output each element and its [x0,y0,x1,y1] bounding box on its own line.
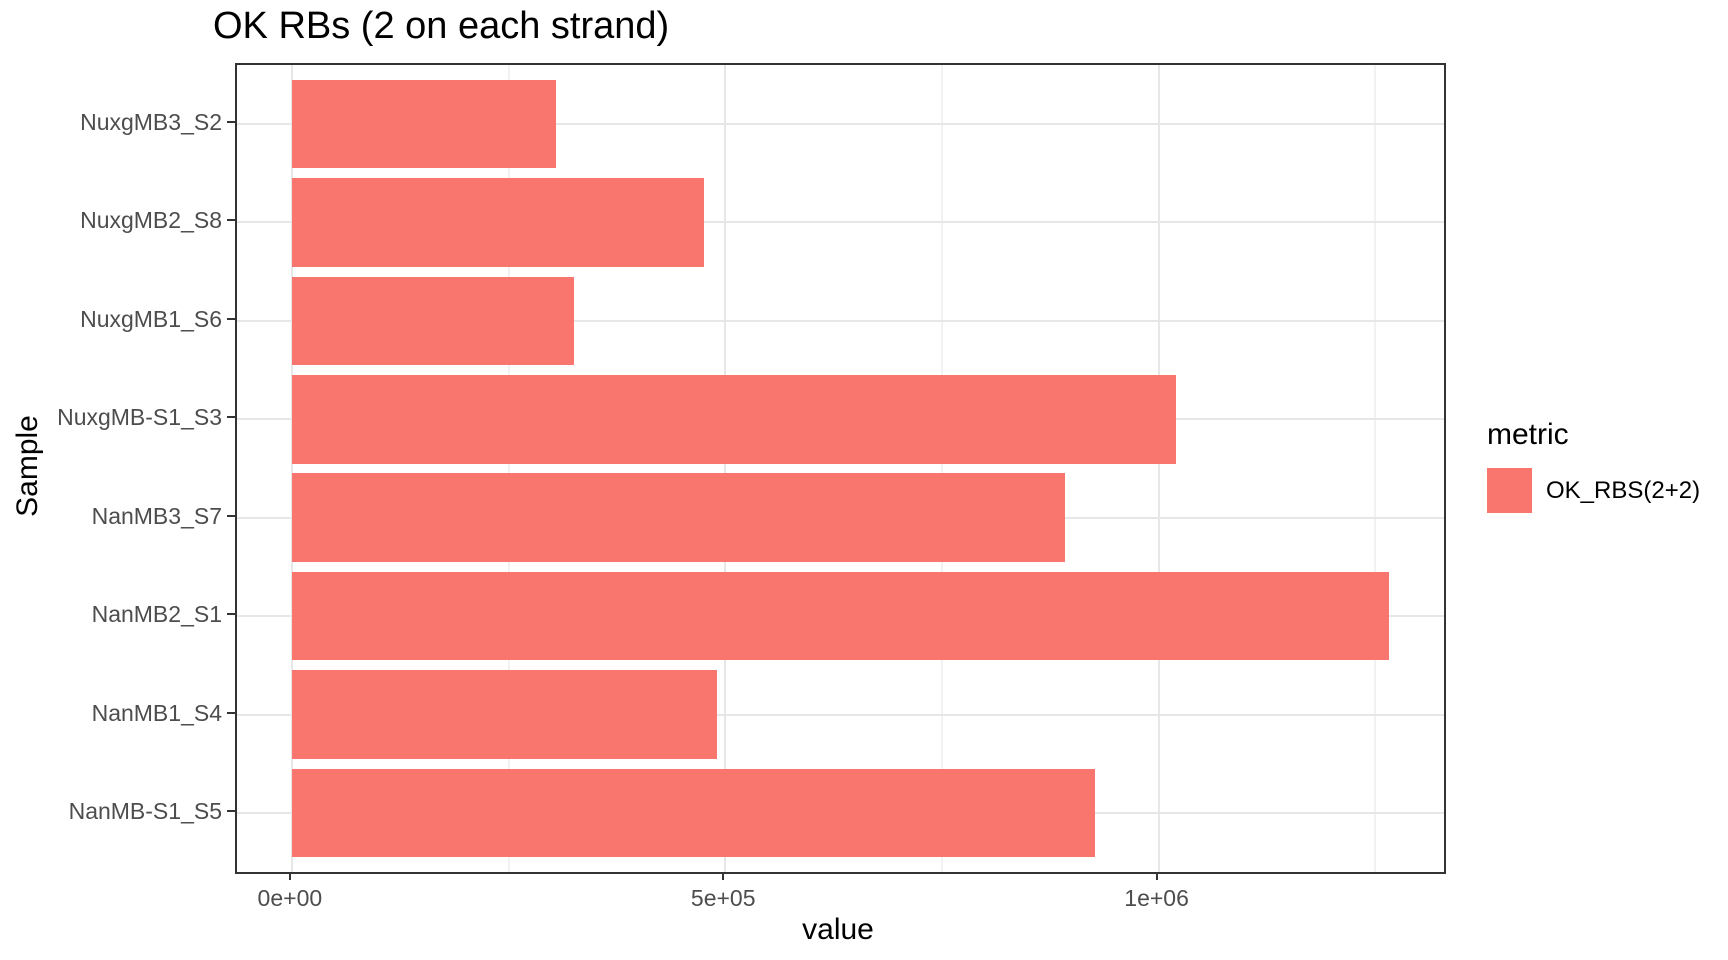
y-tick-label-NuxgMB1_S6: NuxgMB1_S6 [80,305,222,332]
bar-NanMB2_S1 [291,571,1390,661]
x-tick-label-1e+06: 1e+06 [1124,885,1189,911]
y-tick-mark [227,219,235,222]
band-gridline [237,123,1444,126]
band-gridline [237,713,1444,716]
minor-gridline [1374,65,1377,872]
y-tick-mark [227,317,235,320]
bar-NuxgMB2_S8 [291,178,704,267]
legend: metric OK_RBS(2+2) [1487,418,1700,513]
y-tick-mark [227,809,235,812]
bar-NanMB3_S7 [291,473,1065,562]
legend-key-swatch [1487,468,1532,513]
y-tick-mark [227,613,235,616]
y-tick-label-NuxgMB-S1_S3: NuxgMB-S1_S3 [57,404,222,431]
y-tick-mark [227,711,235,714]
chart-title: OK RBs (2 on each strand) [213,5,670,47]
x-axis-title: value [802,913,874,946]
major-gridline [724,65,727,872]
bar-NuxgMB-S1_S3 [291,375,1176,464]
chart-panel [235,63,1446,874]
major-gridline [290,65,293,872]
x-tick-mark [722,872,725,880]
y-tick-label-NuxgMB3_S2: NuxgMB3_S2 [80,109,222,136]
band-gridline [237,319,1444,322]
bar-NuxgMB1_S6 [291,276,574,366]
x-tick-label-0e+00: 0e+00 [257,885,323,911]
major-gridline [1157,65,1160,872]
x-tick-mark [288,872,291,880]
y-tick-mark [227,514,235,517]
y-tick-label-NanMB-S1_S5: NanMB-S1_S5 [68,797,222,824]
y-tick-label-NanMB2_S1: NanMB2_S1 [91,601,222,628]
bar-NuxgMB3_S2 [291,79,557,169]
y-tick-label-NuxgMB2_S8: NuxgMB2_S8 [80,207,222,234]
legend-title: metric [1487,418,1569,451]
y-tick-label-NanMB3_S7: NanMB3_S7 [91,502,222,529]
y-tick-label-NanMB1_S4: NanMB1_S4 [91,699,222,726]
x-tick-mark [1155,872,1158,880]
minor-gridline [507,65,510,872]
legend-item-label: OK_RBS(2+2) [1546,476,1701,504]
bar-NanMB1_S4 [291,670,717,759]
x-tick-label-5e+05: 5e+05 [690,885,756,911]
bar-NanMB-S1_S5 [291,768,1096,858]
y-tick-mark [227,121,235,124]
band-gridline [237,221,1444,224]
y-tick-mark [227,416,235,419]
legend-item: OK_RBS(2+2) [1487,468,1700,513]
minor-gridline [940,65,943,872]
